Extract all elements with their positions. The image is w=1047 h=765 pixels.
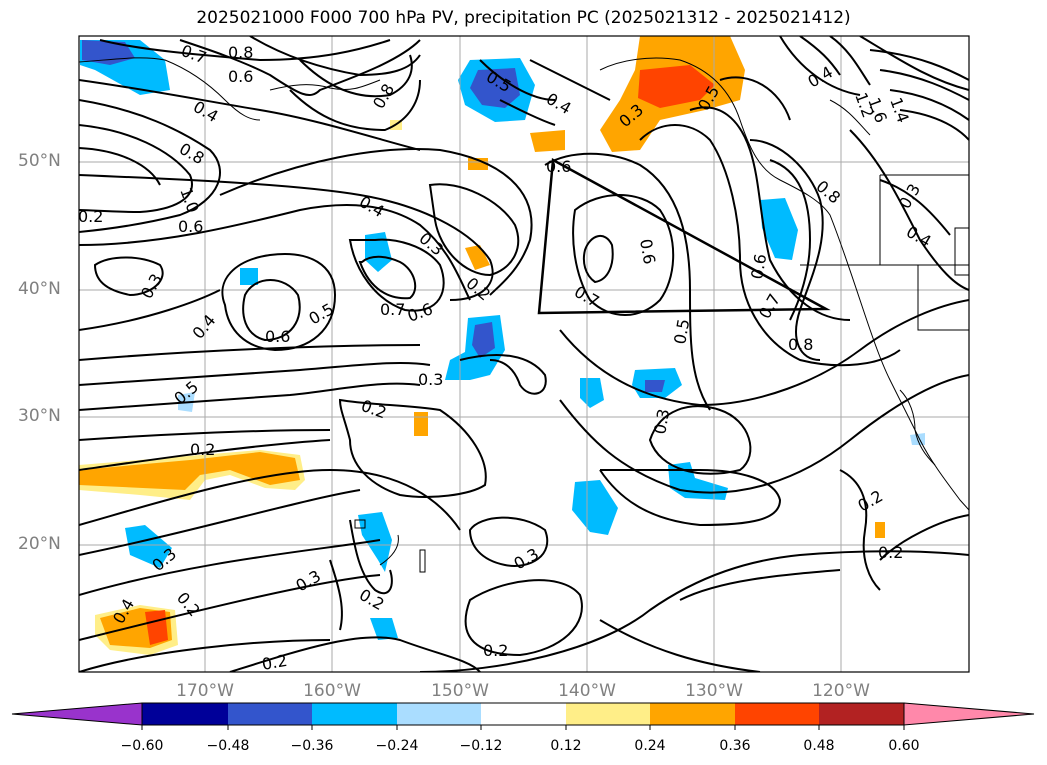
colorbar-tick-label: −0.60 bbox=[120, 738, 164, 754]
contour-label: 0.6 bbox=[636, 237, 659, 265]
contour-label: 0.2 bbox=[855, 486, 887, 515]
negative-precip-area bbox=[358, 512, 392, 572]
colorbar-tick-label: −0.36 bbox=[290, 738, 334, 754]
colorbar bbox=[11, 702, 1035, 730]
colorbar-tick-label: 0.60 bbox=[888, 738, 920, 754]
colorbar-segment bbox=[228, 703, 312, 725]
longitude-label: 170°W bbox=[176, 681, 234, 701]
colorbar-tick-label: −0.48 bbox=[206, 738, 250, 754]
contour-label: 0.2 bbox=[78, 207, 103, 226]
colorbar-segment bbox=[397, 703, 481, 725]
map-title: 2025021000 F000 700 hPa PV, precipitatio… bbox=[196, 8, 851, 28]
negative-precip-area bbox=[370, 618, 398, 640]
map-frame bbox=[78, 35, 970, 673]
colorbar-segment bbox=[819, 703, 904, 725]
colorbar-tick-label: −0.12 bbox=[459, 738, 503, 754]
colorbar-segment bbox=[481, 703, 566, 725]
contour-label: 0.4 bbox=[189, 311, 220, 343]
colorbar-extend-high bbox=[903, 702, 1035, 726]
contour-label: 1.0 bbox=[176, 185, 203, 215]
contour-label: 0.2 bbox=[359, 396, 389, 423]
negative-precip-area bbox=[572, 480, 618, 535]
contour-label: 0.6 bbox=[405, 299, 435, 326]
positive-precip-area bbox=[465, 245, 490, 270]
contour-label: 0.3 bbox=[895, 180, 924, 212]
coastlines bbox=[79, 57, 969, 573]
positive-precip-area bbox=[414, 412, 428, 436]
colorbar-segment bbox=[142, 703, 228, 725]
latitude-label: 30°N bbox=[18, 406, 61, 426]
contour-label: 0.7 bbox=[755, 290, 784, 322]
latitude-label: 20°N bbox=[18, 534, 61, 554]
colorbar-segment bbox=[735, 703, 819, 725]
contour-label: 0.6 bbox=[228, 67, 253, 86]
contour-label: 0.3 bbox=[418, 370, 443, 389]
colorbar-tick-label: 0.36 bbox=[719, 738, 751, 754]
contour-label: 0.3 bbox=[650, 407, 673, 435]
pv-contours bbox=[79, 36, 969, 672]
contour-label: 0.4 bbox=[903, 222, 935, 251]
positive-precip-core bbox=[79, 452, 300, 490]
longitude-label: 120°W bbox=[812, 681, 870, 701]
contour-label: 0.7 bbox=[179, 41, 209, 68]
colorbar-extend-low bbox=[11, 702, 143, 726]
negative-precip-core bbox=[472, 322, 495, 358]
positive-precip-area bbox=[530, 130, 565, 152]
contour-label: 0.2 bbox=[356, 585, 388, 614]
contour-label: 0.2 bbox=[190, 440, 215, 459]
contour-label: 0.7 bbox=[380, 300, 405, 319]
latitude-label: 40°N bbox=[18, 279, 61, 299]
contour-label: 0.8 bbox=[228, 43, 253, 62]
latitude-label: 50°N bbox=[18, 151, 61, 171]
longitude-label: 150°W bbox=[431, 681, 489, 701]
negative-precip-area bbox=[760, 198, 798, 260]
contour-label: 0.6 bbox=[546, 157, 571, 176]
contour-labels: 0.7 0.8 0.6 0.4 0.8 1.0 0.6 0.5 0.4 0.8 … bbox=[78, 41, 935, 674]
contour-label: 1.6 bbox=[864, 95, 891, 125]
contour-label: 0.4 bbox=[543, 89, 575, 118]
contour-label: 1.4 bbox=[886, 95, 913, 125]
longitude-label: 160°W bbox=[303, 681, 361, 701]
contour-label: 0.6 bbox=[265, 327, 290, 346]
positive-precip-area bbox=[468, 158, 488, 170]
contour-label: 0.8 bbox=[788, 335, 813, 354]
negative-precip-core bbox=[645, 380, 665, 392]
contour-label: 0.2 bbox=[878, 543, 903, 562]
contour-label: 0.2 bbox=[260, 651, 288, 674]
colorbar-tick-label: 0.12 bbox=[550, 738, 582, 754]
colorbar-segment bbox=[312, 703, 397, 725]
colorbar-segment bbox=[566, 703, 650, 725]
negative-precip-core bbox=[470, 68, 520, 108]
longitude-label: 140°W bbox=[558, 681, 616, 701]
gridlines bbox=[79, 36, 969, 672]
contour-label: 0.8 bbox=[369, 80, 398, 112]
contour-label: 0.4 bbox=[805, 62, 837, 91]
negative-precip-area bbox=[580, 378, 604, 408]
negative-precip-area bbox=[240, 268, 258, 285]
longitude-label: 130°W bbox=[685, 681, 743, 701]
colorbar-tick-label: −0.24 bbox=[375, 738, 419, 754]
colorbar-segment bbox=[650, 703, 735, 725]
contour-label: 0.5 bbox=[670, 317, 693, 345]
contour-label: 0.6 bbox=[178, 217, 203, 236]
analysis-triangle bbox=[537, 157, 831, 315]
contour-label: 0.3 bbox=[415, 229, 447, 260]
negative-precip-area bbox=[365, 232, 392, 272]
contour-label: 0.2 bbox=[483, 641, 508, 660]
negative-precip-area bbox=[125, 525, 172, 568]
positive-precip-area bbox=[875, 522, 885, 538]
colorbar-tick-label: 0.48 bbox=[803, 738, 835, 754]
contour-label: 0.3 bbox=[511, 544, 543, 573]
contour-label: 0.4 bbox=[190, 97, 222, 126]
colorbar-tick-label: 0.24 bbox=[634, 738, 666, 754]
contour-label: 0.2 bbox=[462, 274, 494, 305]
contour-label: 0.8 bbox=[812, 177, 844, 208]
contour-label: 0.4 bbox=[356, 192, 388, 221]
contour-label: 0.3 bbox=[293, 566, 325, 595]
positive-precip-core bbox=[638, 65, 715, 108]
contour-label: 0.6 bbox=[747, 252, 770, 280]
